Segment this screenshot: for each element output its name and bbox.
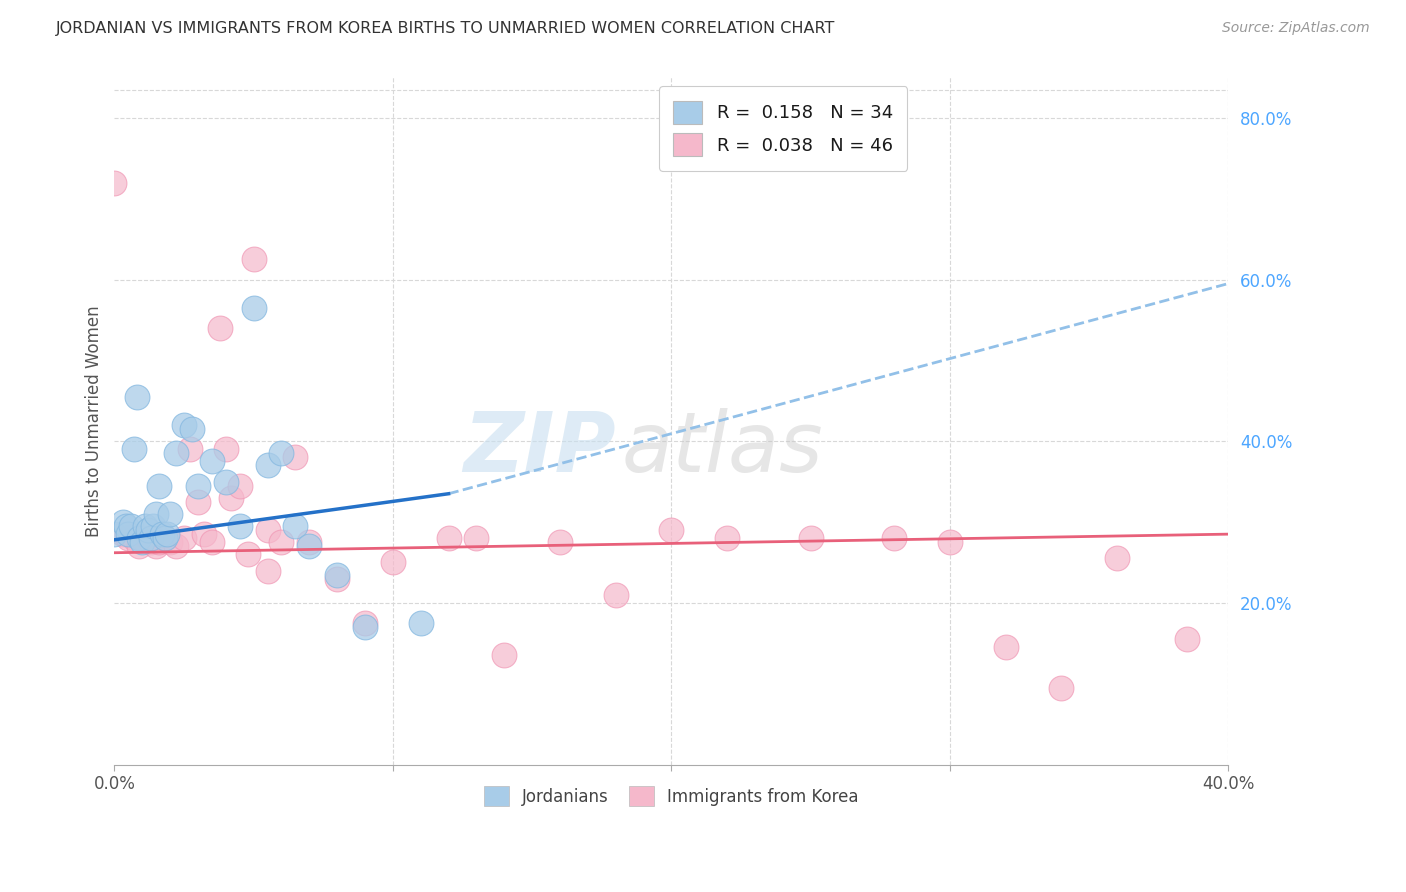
Point <box>270 446 292 460</box>
Point <box>939 535 962 549</box>
Point <box>209 321 232 335</box>
Point <box>114 519 136 533</box>
Point <box>1105 551 1128 566</box>
Point <box>326 572 349 586</box>
Point <box>242 252 264 267</box>
Point <box>270 535 292 549</box>
Point <box>494 648 516 663</box>
Point <box>117 527 139 541</box>
Point <box>153 531 176 545</box>
Point <box>181 422 204 436</box>
Point <box>228 519 250 533</box>
Point <box>228 478 250 492</box>
Point <box>994 640 1017 655</box>
Point <box>122 442 145 457</box>
Point <box>256 564 278 578</box>
Point <box>165 539 187 553</box>
Text: Source: ZipAtlas.com: Source: ZipAtlas.com <box>1222 21 1369 36</box>
Point <box>134 519 156 533</box>
Point <box>150 527 173 541</box>
Text: JORDANIAN VS IMMIGRANTS FROM KOREA BIRTHS TO UNMARRIED WOMEN CORRELATION CHART: JORDANIAN VS IMMIGRANTS FROM KOREA BIRTH… <box>56 21 835 37</box>
Point <box>111 527 134 541</box>
Point <box>605 588 627 602</box>
Point <box>139 531 162 545</box>
Point <box>136 523 159 537</box>
Point <box>284 519 307 533</box>
Point <box>354 615 377 630</box>
Point <box>120 519 142 533</box>
Point <box>659 523 682 537</box>
Point <box>215 442 238 457</box>
Point <box>128 531 150 545</box>
Point <box>437 531 460 545</box>
Point <box>159 507 181 521</box>
Point <box>354 620 377 634</box>
Point <box>256 523 278 537</box>
Point <box>242 301 264 315</box>
Point <box>131 535 153 549</box>
Point <box>193 527 215 541</box>
Point <box>131 531 153 545</box>
Point <box>326 567 349 582</box>
Point <box>409 615 432 630</box>
Point <box>221 491 243 505</box>
Point <box>145 507 167 521</box>
Point <box>148 535 170 549</box>
Point <box>716 531 738 545</box>
Point <box>139 535 162 549</box>
Point <box>548 535 571 549</box>
Point <box>256 458 278 473</box>
Point <box>187 478 209 492</box>
Point <box>179 442 201 457</box>
Point <box>165 446 187 460</box>
Point <box>883 531 905 545</box>
Point <box>111 515 134 529</box>
Point <box>145 539 167 553</box>
Point <box>142 519 165 533</box>
Point <box>298 539 321 553</box>
Point <box>125 390 148 404</box>
Point <box>117 531 139 545</box>
Text: atlas: atlas <box>621 408 823 489</box>
Point <box>156 527 179 541</box>
Text: ZIP: ZIP <box>463 408 616 489</box>
Point <box>103 176 125 190</box>
Point <box>201 454 224 468</box>
Y-axis label: Births to Unmarried Women: Births to Unmarried Women <box>86 305 103 537</box>
Point <box>1050 681 1073 695</box>
Point <box>201 535 224 549</box>
Point <box>187 495 209 509</box>
Legend: Jordanians, Immigrants from Korea: Jordanians, Immigrants from Korea <box>475 778 868 814</box>
Point <box>284 450 307 465</box>
Point <box>173 417 195 432</box>
Point <box>1175 632 1198 647</box>
Point <box>298 535 321 549</box>
Point <box>103 527 125 541</box>
Point <box>122 531 145 545</box>
Point <box>215 475 238 489</box>
Point <box>128 539 150 553</box>
Point <box>173 531 195 545</box>
Point <box>148 478 170 492</box>
Point <box>159 535 181 549</box>
Point <box>236 547 259 561</box>
Point <box>800 531 823 545</box>
Point <box>381 556 404 570</box>
Point <box>136 531 159 545</box>
Point <box>465 531 488 545</box>
Point <box>153 531 176 545</box>
